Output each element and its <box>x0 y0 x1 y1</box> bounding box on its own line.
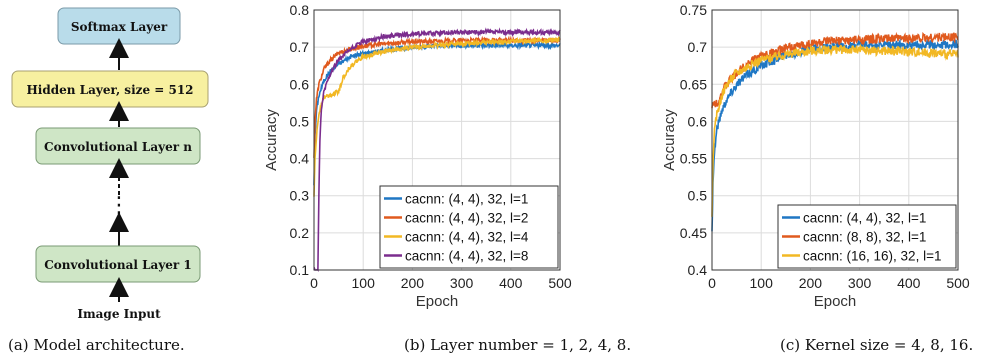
conv-layer-1-label: Convolutional Layer 1 <box>44 258 192 272</box>
x-tick-label: 200 <box>799 275 823 291</box>
y-tick-label: 0.2 <box>290 225 310 241</box>
y-tick-label: 0.4 <box>290 151 310 167</box>
y-tick-label: 0.6 <box>290 76 310 92</box>
legend-entry: cacnn: (4, 4), 32, l=4 <box>405 230 529 245</box>
y-tick-label: 0.75 <box>680 2 707 18</box>
architecture-diagram: Softmax Layer Hidden Layer, size = 512 C… <box>11 7 209 321</box>
legend-entry: cacnn: (4, 4), 32, l=1 <box>405 192 528 207</box>
chart-svg-1: 0.4 0.45 0.5 0.55 0.6 0.65 0.7 0.75 0 100 200 300 40… <box>661 2 970 310</box>
legend-box <box>777 204 957 269</box>
image-input-label: Image Input <box>77 307 161 321</box>
x-axis-label: Epoch <box>416 293 459 310</box>
x-tick-label: 0 <box>310 275 318 291</box>
legend-entry: cacnn: (4, 4), 32, l=1 <box>803 211 926 226</box>
softmax-layer-label: Softmax Layer <box>71 20 168 34</box>
y-tick-label: 0.3 <box>290 188 310 204</box>
y-tick-label: 0.45 <box>680 225 707 241</box>
series-line <box>711 31 959 109</box>
x-tick-label: 400 <box>897 275 921 291</box>
legend-entry: cacnn: (4, 4), 32, l=2 <box>405 211 528 226</box>
legend-entry: cacnn: (4, 4), 32, l=8 <box>405 249 528 264</box>
series-line <box>313 27 561 272</box>
legend-entry: cacnn: (8, 8), 32, l=1 <box>803 230 926 245</box>
x-tick-label: 100 <box>750 275 774 291</box>
caption-model-architecture: (a) Model architecture. <box>8 336 185 354</box>
y-tick-label: 0.7 <box>290 39 310 55</box>
x-tick-label: 500 <box>548 275 572 291</box>
ellipsis-dots: ⋮ <box>108 193 130 218</box>
caption-layer-number: (b) Layer number = 1, 2, 4, 8. <box>404 336 632 354</box>
y-tick-label: 0.5 <box>290 113 310 129</box>
y-tick-label: 0.65 <box>680 76 707 92</box>
chart-svg-0: 0.1 0.2 0.3 0.4 0.5 0.6 0.7 0.8 0 100 200 300 400 500… <box>263 2 572 310</box>
x-tick-label: 500 <box>946 275 970 291</box>
chart-kernel-size: 0.4 0.45 0.5 0.55 0.6 0.65 0.7 0.75 0 100 200 300 40… <box>660 0 980 330</box>
plot-frame <box>711 9 959 271</box>
series-line <box>313 35 561 197</box>
y-tick-label: 0.4 <box>688 262 708 278</box>
conv-layer-n-label: Convolutional Layer n <box>44 140 192 154</box>
y-tick-label: 0.1 <box>290 262 310 278</box>
y-tick-label: 0.6 <box>688 113 708 129</box>
legend-box <box>379 185 559 269</box>
y-axis-label: Accuracy <box>661 109 678 171</box>
x-tick-label: 400 <box>499 275 523 291</box>
chart-layer-number: 0.1 0.2 0.3 0.4 0.5 0.6 0.7 0.8 0 100 200 300 400 500… <box>262 0 582 330</box>
plot-frame <box>313 9 561 271</box>
y-tick-label: 0.55 <box>680 151 707 167</box>
y-tick-label: 0.7 <box>688 39 708 55</box>
x-tick-label: 300 <box>848 275 872 291</box>
y-tick-label: 0.8 <box>290 2 310 18</box>
x-tick-label: 300 <box>450 275 474 291</box>
y-tick-label: 0.5 <box>688 188 708 204</box>
hidden-layer-label: Hidden Layer, size = 512 <box>26 83 193 97</box>
x-tick-label: 100 <box>352 275 376 291</box>
legend-entry: cacnn: (16, 16), 32, l=1 <box>803 249 941 264</box>
x-tick-label: 0 <box>708 275 716 291</box>
y-axis-label: Accuracy <box>263 109 280 171</box>
x-axis-label: Epoch <box>814 293 857 310</box>
series-line <box>711 43 959 217</box>
x-tick-label: 200 <box>401 275 425 291</box>
caption-kernel-size: (c) Kernel size = 4, 8, 16. <box>780 336 974 354</box>
